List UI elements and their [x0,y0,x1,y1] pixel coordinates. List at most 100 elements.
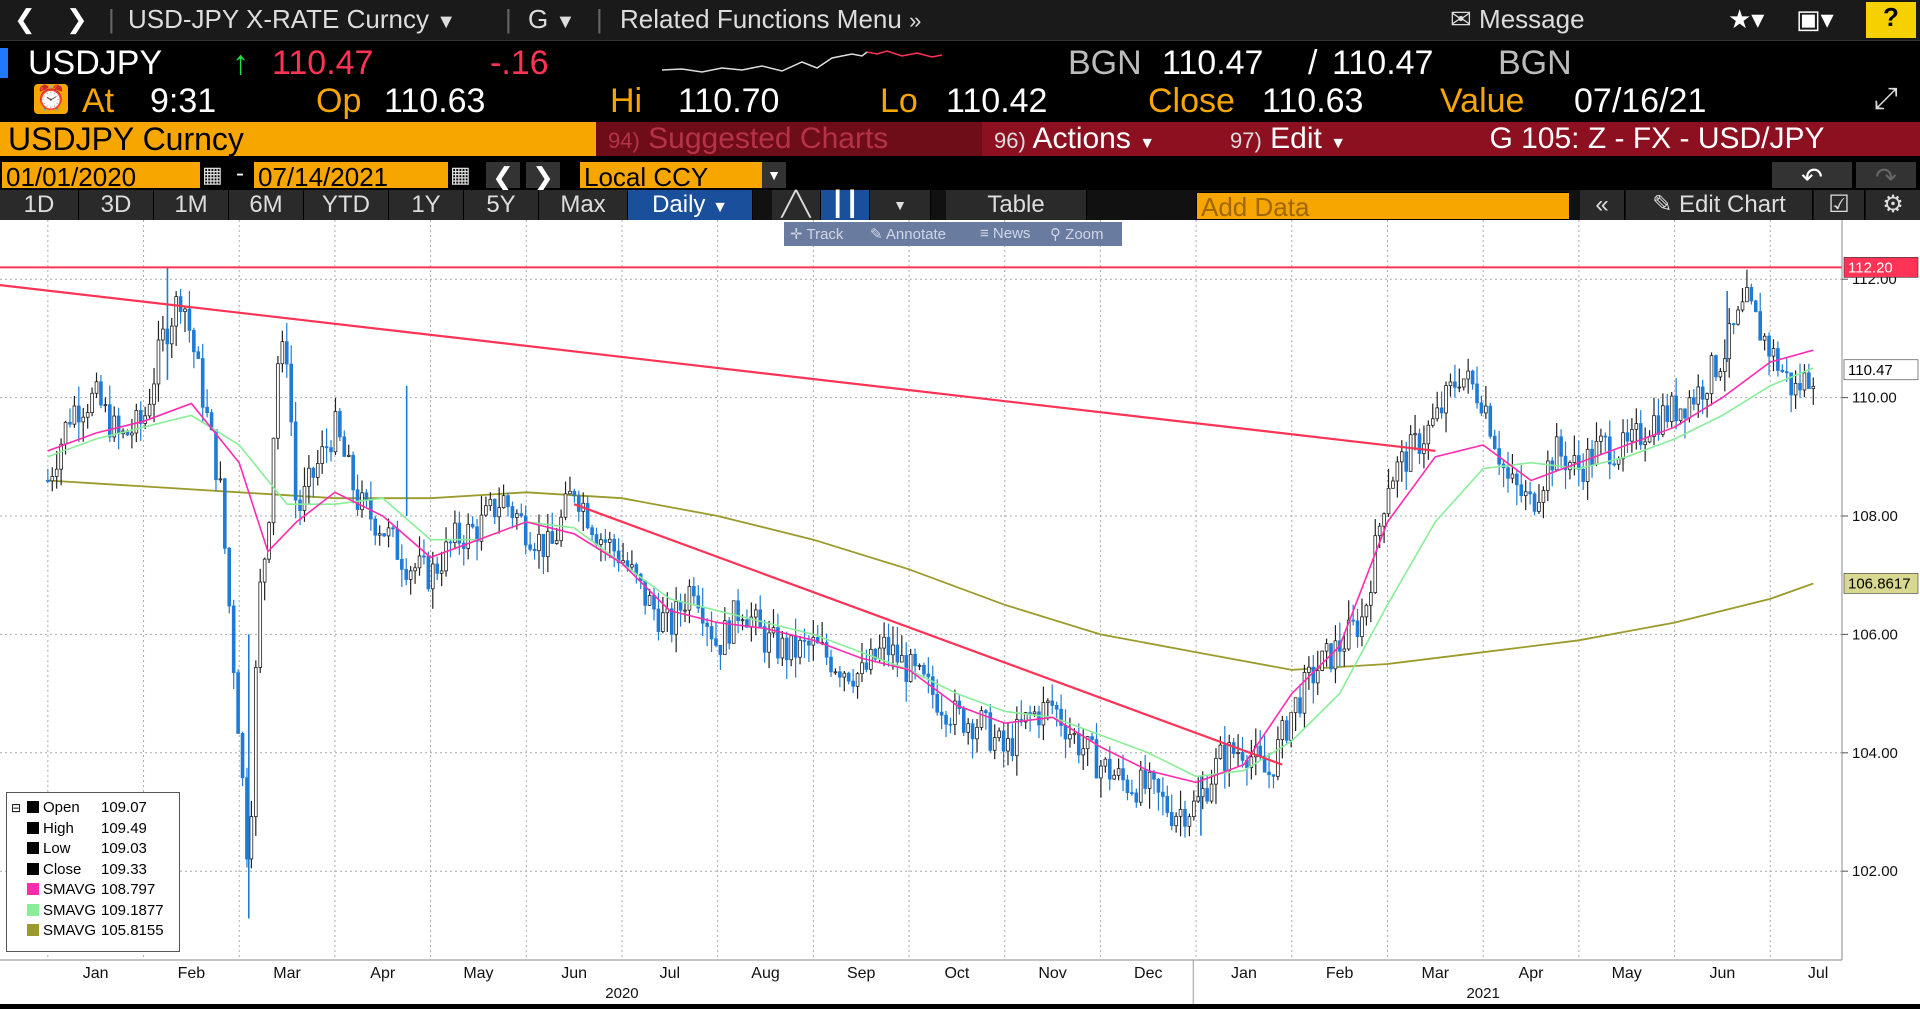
candle-body [1183,809,1187,827]
message-button[interactable]: ✉ Message [1450,4,1585,35]
collapse-icon[interactable]: « [1580,190,1625,220]
function-code-dropdown[interactable]: G ▼ [528,4,575,35]
next-period-button[interactable]: ❯ [526,162,560,192]
candle-body [891,644,895,656]
candle-body [554,540,559,544]
currency-dropdown-arrow[interactable]: ▼ [762,162,786,188]
annotate-tool[interactable]: ✎ Annotate [870,226,946,243]
timeframe-3d[interactable]: 3D [79,190,154,220]
timeframe-toolbar: 1D 3D 1M 6M YTD 1Y 5Y Max Daily ▼ ╱╲ ┃┃ … [0,190,1920,222]
redo-button[interactable]: ↷ [1856,162,1916,192]
timeframe-5y[interactable]: 5Y [464,190,539,220]
legend-entry: Low 109.03 [27,840,147,858]
candle-body [470,523,475,528]
candle-body [1010,738,1015,757]
candle-body [284,341,289,365]
legend-collapse-icon[interactable]: ⊟ [11,801,22,815]
candle-body [877,647,882,660]
table-button[interactable]: Table [946,190,1087,220]
edit-num: 97) [1230,128,1262,153]
candle-body [1426,424,1431,445]
gear-icon[interactable]: ⚙ [1866,190,1920,220]
end-date-field[interactable]: 07/14/2021 [254,162,448,192]
help-button[interactable]: ? [1866,2,1916,38]
timeframe-1m[interactable]: 1M [154,190,229,220]
candle-body [1311,666,1316,684]
candle-body [563,493,568,518]
star-icon[interactable]: ★▾ [1728,4,1765,34]
candle-body [1223,744,1227,771]
expand-chart-icon[interactable]: ⤢ [1874,82,1898,115]
timeframe-ytd[interactable]: YTD [304,190,389,220]
candle-body [1178,809,1183,817]
chart-settings-icon[interactable]: ☑ [1814,190,1865,220]
ticker-row: USDJPY ↑ 110.47 -.16 BGN 110.47 / 110.47… [0,44,1920,82]
candle-body [550,531,555,544]
candlestick-icon[interactable]: ┃┃ [821,190,870,220]
timeframe-max[interactable]: Max [539,190,628,220]
candle-body [1032,711,1037,715]
x-month-label: Oct [944,965,969,982]
annotate-label: Annotate [885,226,946,243]
related-functions-menu[interactable]: Related Functions Menu » [620,4,921,35]
timeframe-6m[interactable]: 6M [229,190,304,220]
candle-body [245,777,249,860]
candle-body [762,626,767,653]
security-title-dropdown[interactable]: USD-JPY X-RATE Curncy ▼ [128,4,456,35]
alarm-icon[interactable]: ⏰ [34,84,68,114]
timeframe-1y[interactable]: 1Y [389,190,464,220]
chart-legend: ⊟ Open 109.07 High 109.49 Low 109.03 Close 109.… [6,792,180,952]
calendar-icon[interactable]: ▦ [450,162,471,187]
candle-body [444,541,448,572]
candle-body [603,539,608,543]
news-tool[interactable]: ≡ News [980,225,1031,242]
y-tick-label: 110.00 [1852,390,1897,407]
candle-body [59,443,63,470]
edit-menu[interactable]: 97) Edit ▼ [1218,122,1400,156]
track-tool[interactable]: ✛ Track [790,226,844,243]
candle-body [293,421,298,501]
candle-body [54,468,59,477]
line-chart-icon[interactable]: ╱╲ [772,190,821,220]
timeframe-1d[interactable]: 1D [0,190,79,220]
edit-chart-button[interactable]: ✎ Edit Chart [1626,190,1813,220]
price-chart[interactable]: 102.00104.00106.00108.00110.00112.00112.… [0,220,1920,1004]
zoom-tool[interactable]: ⚲ Zoom [1050,226,1104,243]
security-field[interactable]: USDJPY Curncy [0,122,598,156]
candle-body [1678,408,1683,421]
actions-menu[interactable]: 96) Actions ▼ [982,122,1224,156]
start-date-field[interactable]: 01/01/2020 [2,162,200,192]
candle-body [930,676,935,695]
candle-body [846,672,851,682]
candle-body [855,673,860,687]
candle-body [85,412,90,418]
currency-dropdown[interactable]: Local CCY [580,162,764,192]
add-data-field[interactable]: Add Data [1196,192,1570,222]
candle-body [1196,796,1201,802]
calendar-icon[interactable]: ▦ [202,162,223,187]
chevron-right-icon[interactable]: ❯ [66,4,88,34]
window-icon[interactable]: ▣▾ [1796,4,1834,34]
candle-body [1050,700,1055,706]
candle-body [214,429,218,481]
chevron-left-icon[interactable]: ❮ [14,4,36,34]
candle-body [1692,397,1696,405]
periodicity-dropdown[interactable]: Daily ▼ [628,190,753,220]
chart-type-dropdown[interactable]: ▼ [870,190,931,220]
x-month-label: Jul [1808,965,1828,982]
suggested-charts-button[interactable]: 94) Suggested Charts [596,122,988,156]
candle-body [1271,774,1276,777]
prev-period-button[interactable]: ❮ [486,162,520,192]
candle-body [1811,386,1816,389]
chart-area[interactable]: 102.00 104.00 106.00 108.00 110.00 112.00 112.… [0,220,1920,1004]
candle-body [1643,441,1647,445]
undo-button[interactable]: ↶ [1772,162,1852,192]
candle-body [404,568,409,580]
candle-body [218,478,223,481]
candle-body [183,308,187,312]
candle-body [1174,815,1178,827]
trend-line-1 [0,284,1436,452]
legend-name: Close [43,860,82,878]
candle-body [506,495,510,507]
candle-body [1138,769,1143,803]
